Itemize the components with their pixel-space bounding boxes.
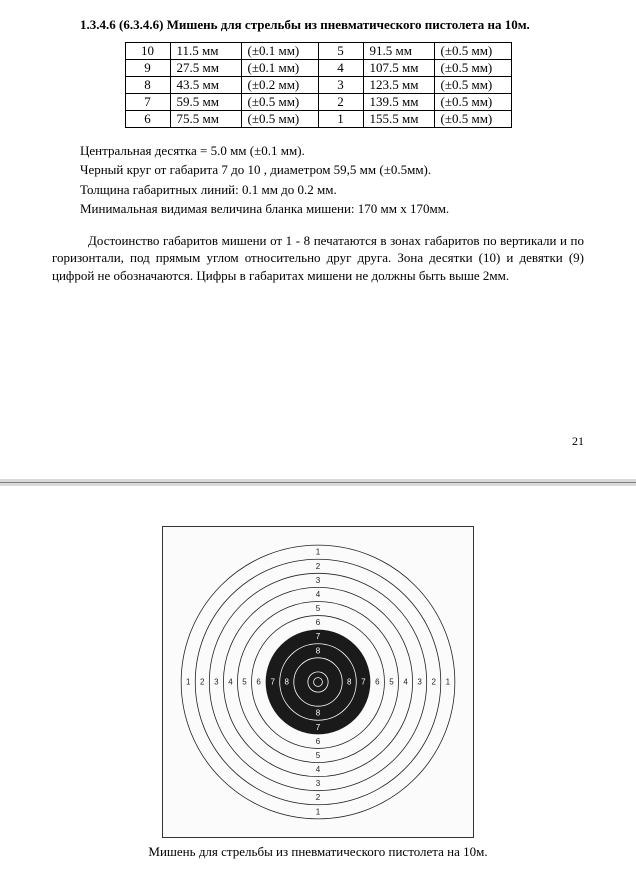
- note-line: Минимальная видимая величина бланка мише…: [52, 200, 584, 218]
- table-cell: 75.5 мм: [170, 110, 241, 127]
- table-cell: 8: [125, 76, 170, 93]
- svg-text:3: 3: [417, 678, 422, 687]
- section-heading: 1.3.4.6 (6.3.4.6) Мишень для стрельбы из…: [52, 16, 584, 34]
- table-cell: 1: [318, 110, 363, 127]
- svg-text:7: 7: [316, 633, 321, 642]
- svg-text:5: 5: [242, 678, 247, 687]
- table-cell: (±0.5 мм): [434, 110, 511, 127]
- table-cell: (±0.5 мм): [241, 110, 318, 127]
- table-cell: 91.5 мм: [363, 42, 434, 59]
- table-cell: 139.5 мм: [363, 93, 434, 110]
- svg-text:1: 1: [316, 548, 321, 557]
- table-cell: (±0.5 мм): [434, 59, 511, 76]
- table-cell: 4: [318, 59, 363, 76]
- svg-text:4: 4: [228, 678, 233, 687]
- svg-text:2: 2: [431, 678, 436, 687]
- svg-text:4: 4: [316, 590, 321, 599]
- table-cell: 5: [318, 42, 363, 59]
- note-line: Толщина габаритных линий: 0.1 мм до 0.2 …: [52, 181, 584, 199]
- svg-text:7: 7: [270, 678, 275, 687]
- svg-text:5: 5: [316, 751, 321, 760]
- svg-text:4: 4: [403, 678, 408, 687]
- table-cell: 27.5 мм: [170, 59, 241, 76]
- target-caption: Мишень для стрельбы из пневматического п…: [52, 844, 584, 860]
- table-row: 927.5 мм(±0.1 мм)4107.5 мм(±0.5 мм): [125, 59, 511, 76]
- target-svg: 11112222333344445555666677778888: [163, 527, 473, 837]
- svg-text:6: 6: [316, 618, 321, 627]
- svg-text:6: 6: [316, 737, 321, 746]
- svg-text:3: 3: [214, 678, 219, 687]
- svg-text:6: 6: [375, 678, 380, 687]
- table-cell: 3: [318, 76, 363, 93]
- ring-dimensions-table: 1011.5 мм(±0.1 мм)591.5 мм(±0.5 мм)927.5…: [125, 42, 512, 128]
- svg-text:8: 8: [285, 678, 290, 687]
- table-cell: (±0.1 мм): [241, 59, 318, 76]
- table-row: 1011.5 мм(±0.1 мм)591.5 мм(±0.5 мм): [125, 42, 511, 59]
- svg-text:1: 1: [186, 678, 191, 687]
- svg-text:4: 4: [316, 765, 321, 774]
- svg-text:2: 2: [316, 794, 321, 803]
- note-line: Центральная десятка = 5.0 мм (±0.1 мм).: [52, 142, 584, 160]
- table-cell: 155.5 мм: [363, 110, 434, 127]
- table-row: 843.5 мм(±0.2 мм)3123.5 мм(±0.5 мм): [125, 76, 511, 93]
- svg-text:6: 6: [256, 678, 261, 687]
- table-cell: 123.5 мм: [363, 76, 434, 93]
- table-cell: 2: [318, 93, 363, 110]
- svg-text:8: 8: [316, 647, 321, 656]
- svg-text:7: 7: [361, 678, 366, 687]
- target-figure: 11112222333344445555666677778888: [162, 526, 474, 838]
- svg-text:8: 8: [347, 678, 352, 687]
- table-cell: 6: [125, 110, 170, 127]
- page-number: 21: [52, 434, 584, 449]
- body-paragraph: Достоинство габаритов мишени от 1 - 8 пе…: [52, 232, 584, 285]
- table-cell: (±0.1 мм): [241, 42, 318, 59]
- table-cell: 7: [125, 93, 170, 110]
- svg-text:8: 8: [316, 709, 321, 718]
- svg-text:3: 3: [316, 780, 321, 789]
- table-row: 675.5 мм(±0.5 мм)1155.5 мм(±0.5 мм): [125, 110, 511, 127]
- table-cell: 107.5 мм: [363, 59, 434, 76]
- svg-text:2: 2: [200, 678, 205, 687]
- table-cell: 59.5 мм: [170, 93, 241, 110]
- page-1: 1.3.4.6 (6.3.4.6) Мишень для стрельбы из…: [0, 0, 636, 479]
- svg-text:5: 5: [316, 604, 321, 613]
- svg-text:2: 2: [316, 562, 321, 571]
- note-line: Черный круг от габарита 7 до 10 , диамет…: [52, 161, 584, 179]
- table-cell: (±0.5 мм): [434, 76, 511, 93]
- table-cell: 11.5 мм: [170, 42, 241, 59]
- svg-text:7: 7: [316, 723, 321, 732]
- table-cell: 43.5 мм: [170, 76, 241, 93]
- table-cell: 9: [125, 59, 170, 76]
- page-2: 11112222333344445555666677778888 Мишень …: [0, 486, 636, 893]
- svg-text:1: 1: [446, 678, 451, 687]
- table-cell: (±0.5 мм): [434, 42, 511, 59]
- table-cell: (±0.2 мм): [241, 76, 318, 93]
- page-separator: [0, 479, 636, 486]
- table-cell: (±0.5 мм): [241, 93, 318, 110]
- svg-text:5: 5: [389, 678, 394, 687]
- notes-block: Центральная десятка = 5.0 мм (±0.1 мм).Ч…: [52, 142, 584, 218]
- table-cell: (±0.5 мм): [434, 93, 511, 110]
- svg-text:1: 1: [316, 808, 321, 817]
- svg-text:3: 3: [316, 576, 321, 585]
- table-row: 759.5 мм(±0.5 мм)2139.5 мм(±0.5 мм): [125, 93, 511, 110]
- table-cell: 10: [125, 42, 170, 59]
